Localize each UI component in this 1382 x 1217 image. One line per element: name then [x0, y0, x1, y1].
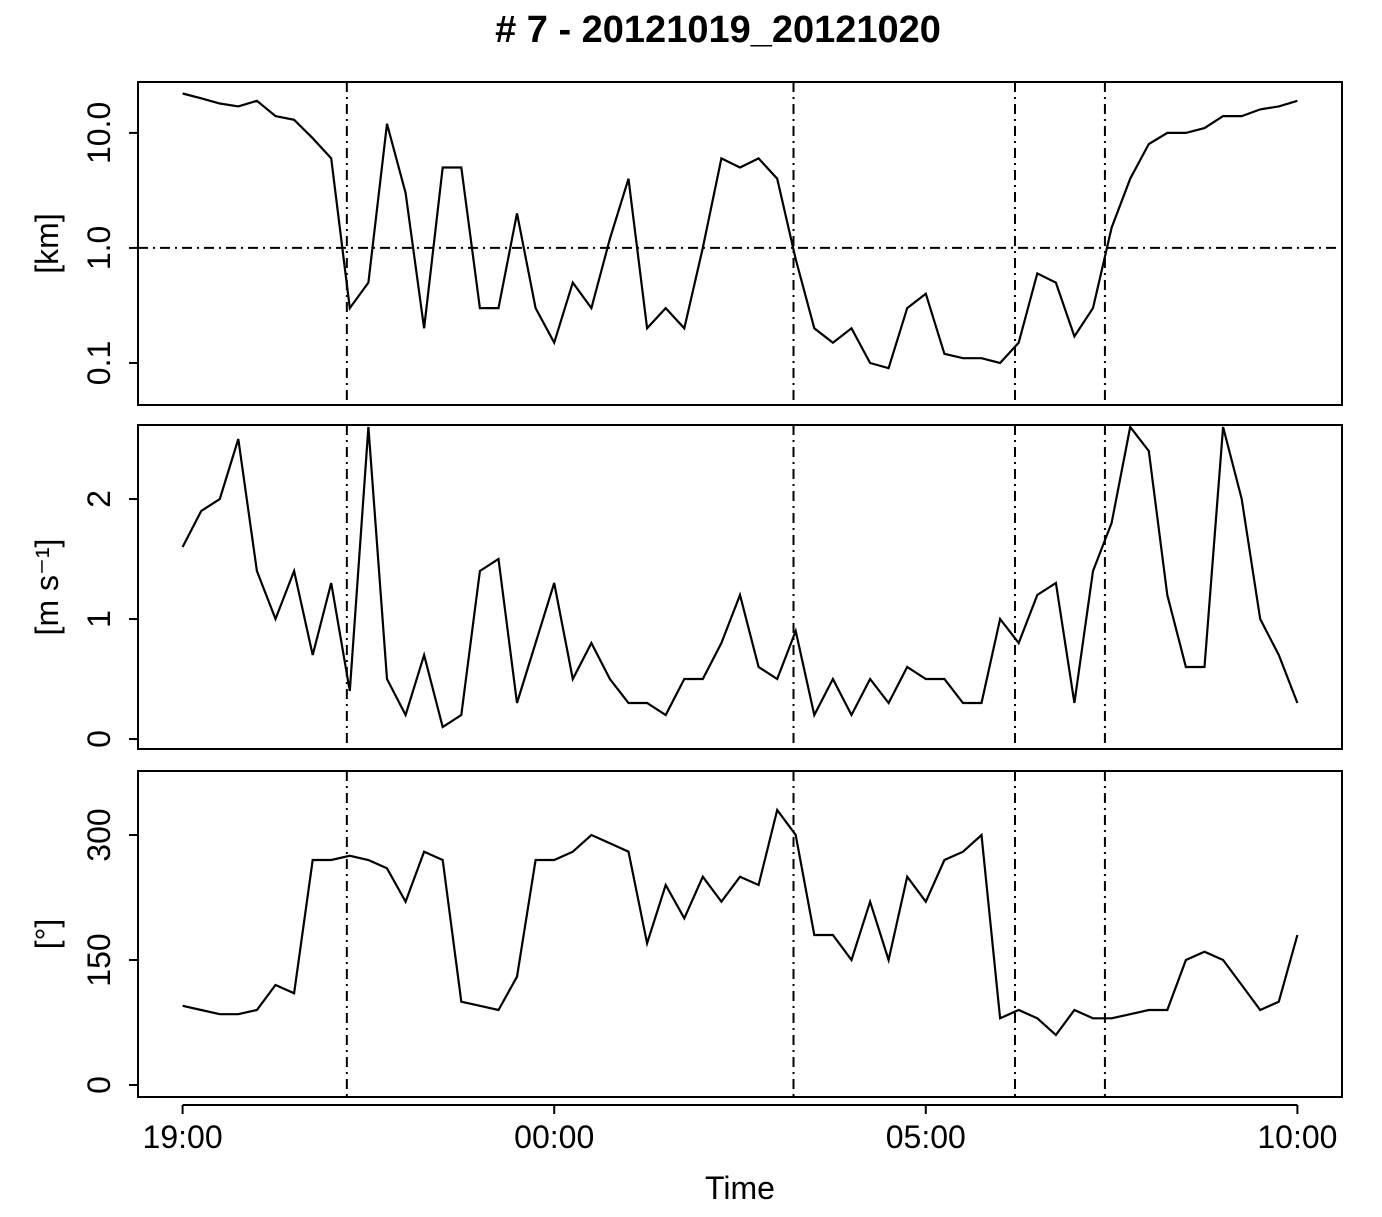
- y-tick-label: 1.0: [81, 226, 117, 270]
- x-tick-label: 00:00: [514, 1119, 594, 1155]
- y-tick-label: 300: [81, 808, 117, 861]
- y-tick-label: 150: [81, 933, 117, 986]
- y-axis-label: [km]: [29, 213, 65, 273]
- y-tick-label: 2: [81, 490, 117, 508]
- x-tick-label: 05:00: [886, 1119, 966, 1155]
- x-tick-label: 19:00: [143, 1119, 223, 1155]
- panel-frame: [137, 424, 1343, 750]
- y-axis-label: [°]: [29, 919, 65, 950]
- panel-frame: [137, 770, 1343, 1098]
- data-line: [182, 92, 1298, 370]
- x-tick-label: 10:00: [1257, 1119, 1337, 1155]
- y-tick-label: 10.0: [81, 102, 117, 164]
- panel-frame: [137, 81, 1343, 406]
- data-line: [182, 807, 1299, 1037]
- y-axis-label: [m s⁻¹]: [29, 539, 65, 636]
- y-tick-label: 1: [81, 610, 117, 628]
- chart-title: # 7 - 20121019_20121020: [495, 9, 941, 51]
- y-tick-label: 0: [81, 730, 117, 748]
- x-axis-label: Time: [705, 1170, 775, 1206]
- y-tick-label: 0: [81, 1076, 117, 1094]
- y-tick-label: 0.1: [81, 341, 117, 385]
- data-line: [181, 424, 1299, 729]
